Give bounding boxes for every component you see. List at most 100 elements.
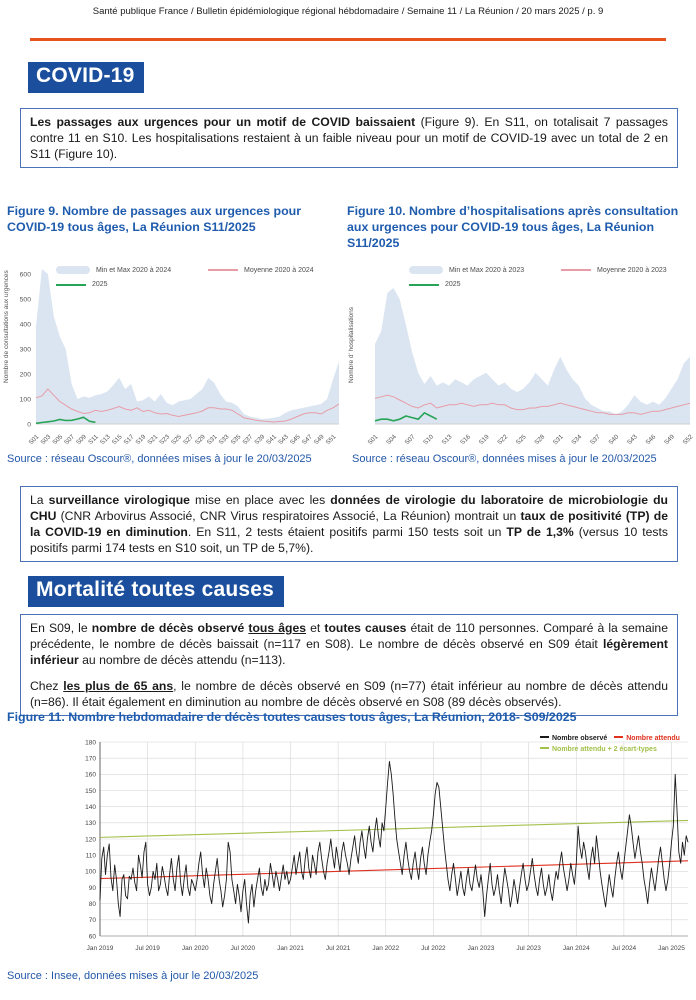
observed-line-swatch-icon — [540, 736, 549, 739]
mortality-text-p2: Chez les plus de 65 ans, le nombre de dé… — [30, 679, 668, 710]
virology-text: La surveillance virologique mise en plac… — [30, 493, 669, 556]
header-divider — [30, 38, 666, 41]
svg-text:S47: S47 — [301, 433, 314, 446]
upper-bound-line-swatch-icon — [540, 746, 549, 749]
svg-text:Jan 2025: Jan 2025 — [658, 945, 685, 952]
svg-text:Jul 2021: Jul 2021 — [326, 945, 351, 952]
svg-text:Jan 2020: Jan 2020 — [182, 945, 209, 952]
svg-text:Jan 2022: Jan 2022 — [372, 945, 399, 952]
svg-text:S19: S19 — [134, 433, 147, 446]
svg-text:S40: S40 — [607, 433, 620, 446]
svg-text:S29: S29 — [194, 433, 207, 446]
figure9-chart-container: 0 100 200 300 400 500 600 S01 S03 S05 S07 S09 S11 S13… — [0, 260, 345, 450]
svg-text:160: 160 — [85, 772, 96, 779]
figure10-title: Figure 10. Nombre d’hospitalisations apr… — [347, 204, 679, 250]
svg-text:S03: S03 — [39, 433, 52, 446]
svg-text:S31: S31 — [552, 433, 565, 446]
legend-label: Nombre attendu + 2 écart-types — [552, 745, 657, 753]
svg-text:S07: S07 — [404, 433, 417, 446]
svg-text:400: 400 — [20, 321, 32, 328]
legend-label: Moyenne 2020 à 2024 — [244, 266, 314, 274]
svg-text:S41: S41 — [265, 433, 278, 446]
svg-text:S01: S01 — [28, 433, 41, 446]
section-title-mortality: Mortalité toutes causes — [28, 576, 284, 607]
current-line-swatch-icon — [56, 283, 86, 286]
svg-text:150: 150 — [85, 788, 96, 795]
svg-text:S01: S01 — [367, 433, 380, 446]
figure10-legend: Min et Max 2020 à 2023 Moyenne 2020 à 20… — [409, 266, 696, 295]
legend-label: Min et Max 2020 à 2024 — [96, 266, 172, 274]
figure11-legend: Nombre observé Nombre attendu Nombre atte… — [540, 734, 687, 755]
mean-line-swatch-icon — [561, 269, 591, 271]
svg-text:Jul 2022: Jul 2022 — [421, 945, 446, 952]
svg-text:S17: S17 — [123, 433, 136, 446]
mortality-text-p1: En S09, le nombre de décès observé tous … — [30, 621, 668, 668]
svg-text:Jul 2019: Jul 2019 — [135, 945, 160, 952]
figure10-source: Source : réseau Oscour®, données mises à… — [352, 453, 657, 465]
figure11-chart: 60 70 80 90 100 110 120 130 140 150 160 170 180 Jan 2… — [85, 739, 689, 952]
svg-text:180: 180 — [85, 739, 96, 746]
svg-text:S13: S13 — [441, 433, 454, 446]
section-title-covid: COVID-19 — [28, 62, 145, 93]
mean-line-swatch-icon — [208, 269, 238, 271]
svg-text:S49: S49 — [663, 433, 676, 446]
svg-text:120: 120 — [85, 836, 96, 843]
svg-text:Jul 2023: Jul 2023 — [516, 945, 541, 952]
svg-text:130: 130 — [85, 820, 96, 827]
figure11-source: Source : Insee, données mises à jour le … — [7, 970, 259, 982]
svg-text:500: 500 — [20, 296, 32, 303]
svg-text:140: 140 — [85, 804, 96, 811]
figure10-chart: S01 S04 S07 S10 S13 S16 S19 S22 S25 S28 S31 S34 S37 S… — [348, 288, 695, 446]
svg-text:Jul 2020: Jul 2020 — [231, 945, 256, 952]
svg-text:S10: S10 — [422, 433, 435, 446]
svg-text:200: 200 — [20, 371, 32, 378]
svg-text:S21: S21 — [146, 433, 159, 446]
virology-box: La surveillance virologique mise en plac… — [20, 486, 678, 563]
svg-text:100: 100 — [85, 869, 96, 876]
svg-text:600: 600 — [20, 271, 32, 278]
svg-text:S28: S28 — [533, 433, 546, 446]
figure11-title: Figure 11. Nombre hebdomadaire de décès … — [7, 710, 577, 724]
minmax-band-swatch-icon — [409, 266, 443, 274]
figure9-source: Source : réseau Oscour®, données mises à… — [7, 453, 312, 465]
svg-text:S37: S37 — [589, 433, 602, 446]
svg-text:S19: S19 — [478, 433, 491, 446]
svg-text:S37: S37 — [241, 433, 254, 446]
legend-label: Moyenne 2020 à 2023 — [597, 266, 667, 274]
svg-text:S16: S16 — [459, 433, 472, 446]
svg-text:Jan 2023: Jan 2023 — [468, 945, 495, 952]
svg-text:S23: S23 — [158, 433, 171, 446]
svg-text:80: 80 — [89, 901, 97, 908]
svg-text:Jan 2021: Jan 2021 — [277, 945, 304, 952]
svg-text:S46: S46 — [644, 433, 657, 446]
legend-label: Min et Max 2020 à 2023 — [449, 266, 525, 274]
svg-text:S27: S27 — [182, 433, 195, 446]
svg-text:300: 300 — [20, 346, 32, 353]
svg-text:100: 100 — [20, 396, 32, 403]
svg-text:S49: S49 — [313, 433, 326, 446]
svg-text:60: 60 — [89, 933, 97, 940]
legend-label: Nombre attendu — [626, 735, 680, 742]
covid-summary-text: Les passages aux urgences pour un motif … — [30, 115, 668, 162]
svg-text:S04: S04 — [385, 433, 398, 446]
svg-text:S09: S09 — [75, 433, 88, 446]
legend-label: 2025 — [445, 281, 461, 288]
svg-text:Jan 2024: Jan 2024 — [563, 945, 590, 952]
svg-text:S07: S07 — [63, 433, 76, 446]
svg-text:S43: S43 — [626, 433, 639, 446]
svg-text:90: 90 — [89, 885, 97, 892]
svg-text:S05: S05 — [51, 433, 64, 446]
svg-text:110: 110 — [86, 852, 97, 859]
svg-text:70: 70 — [89, 917, 97, 924]
svg-text:S35: S35 — [230, 433, 243, 446]
svg-text:S43: S43 — [277, 433, 290, 446]
covid-summary-box: Les passages aux urgences pour un motif … — [20, 108, 678, 169]
figure9-title: Figure 9. Nombre de passages aux urgence… — [7, 204, 302, 234]
figure10-chart-container: S01 S04 S07 S10 S13 S16 S19 S22 S25 S28 S31 S34 S37 S… — [345, 260, 696, 450]
svg-text:S52: S52 — [682, 433, 695, 446]
mortality-box: En S09, le nombre de décès observé tous … — [20, 614, 678, 717]
svg-text:S51: S51 — [325, 433, 338, 446]
svg-text:0: 0 — [27, 421, 31, 428]
